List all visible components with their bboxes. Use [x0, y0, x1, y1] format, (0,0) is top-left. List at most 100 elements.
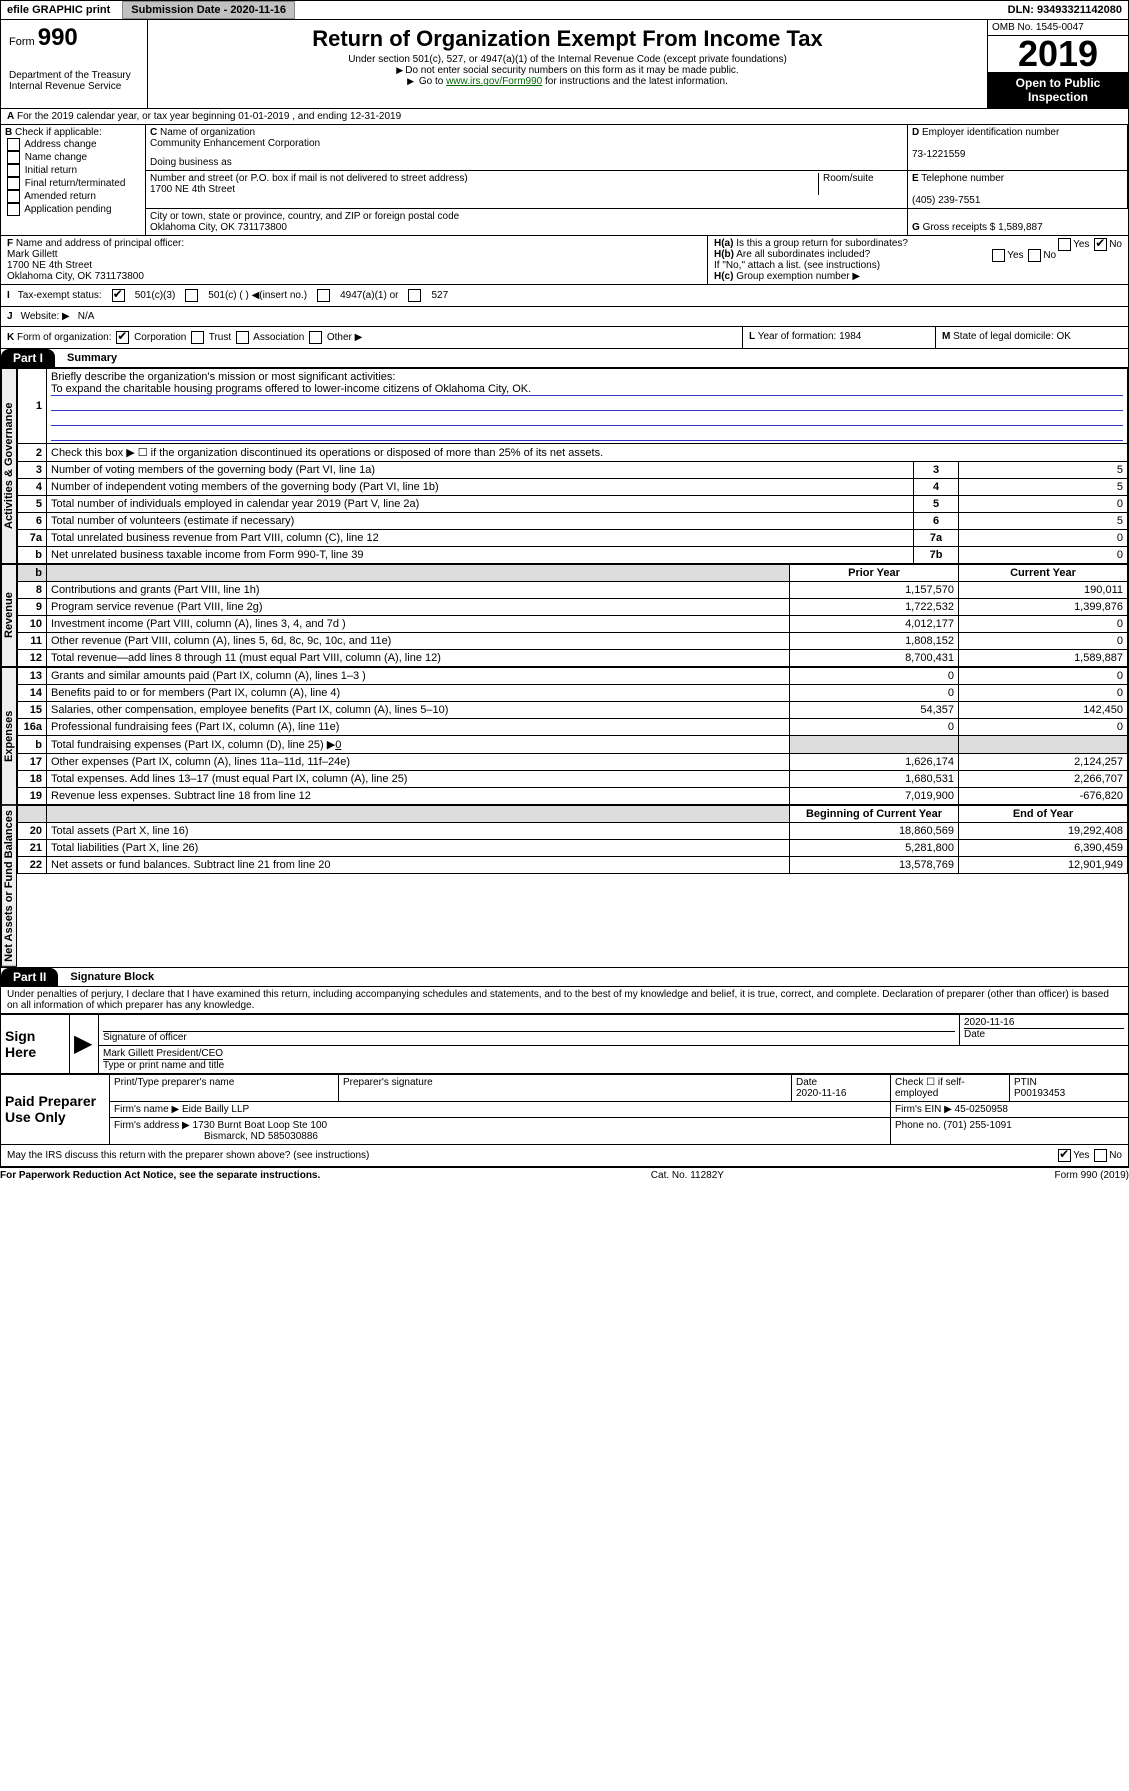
discuss-row: May the IRS discuss this return with the…: [0, 1145, 1129, 1167]
dln-label: DLN: 93493321142080: [1002, 2, 1128, 18]
d-label: Employer identification number: [922, 127, 1059, 138]
footer-cat: Cat. No. 11282Y: [651, 1170, 724, 1181]
goto-post: for instructions and the latest informat…: [545, 76, 728, 87]
chk-501c3[interactable]: [112, 289, 125, 302]
hc-label: Group exemption number ▶: [736, 271, 860, 282]
line-j-website: J Website: ▶ N/A: [0, 307, 1129, 327]
footer-left: For Paperwork Reduction Act Notice, see …: [0, 1170, 320, 1181]
phone-value: (405) 239-7551: [912, 195, 980, 206]
firm-addr1: 1730 Burnt Boat Loop Ste 100: [193, 1120, 328, 1131]
name-label: Type or print name and title: [103, 1060, 224, 1071]
firm-ein: 45-0250958: [955, 1104, 1008, 1115]
part1-title: Summary: [55, 352, 117, 364]
footer-form: Form 990 (2019): [1055, 1170, 1129, 1181]
perjury-text: Under penalties of perjury, I declare th…: [0, 987, 1129, 1014]
c-name-label: Name of organization: [160, 127, 255, 138]
street-label: Number and street (or P.O. box if mail i…: [150, 173, 468, 184]
subtitle-3: Go to www.irs.gov/Form990 for instructio…: [152, 76, 983, 87]
subtitle-2: Do not enter social security numbers on …: [152, 65, 983, 76]
side-netassets: Net Assets or Fund Balances: [1, 805, 17, 967]
section-fh: F Name and address of principal officer:…: [0, 236, 1129, 285]
org-name: Community Enhancement Corporation: [150, 138, 320, 149]
val-7a: 0: [959, 530, 1128, 547]
website-value: N/A: [78, 311, 95, 322]
sign-arrow-icon: ▶: [70, 1014, 99, 1073]
line-klm: K Form of organization: Corporation Trus…: [0, 327, 1129, 349]
chk-527[interactable]: [408, 289, 421, 302]
e-label: Telephone number: [921, 173, 1004, 184]
form990-link[interactable]: www.irs.gov/Form990: [446, 76, 542, 87]
chk-corporation[interactable]: [116, 331, 129, 344]
ha-label: Is this a group return for subordinates?: [736, 238, 908, 249]
sig-officer-label: Signature of officer: [103, 1032, 187, 1043]
f-label: Name and address of principal officer:: [16, 238, 184, 249]
chk-trust[interactable]: [191, 331, 204, 344]
open-to-public: Open to Public Inspection: [988, 72, 1128, 108]
form-number: 990: [38, 24, 78, 51]
chk-initial-return[interactable]: Initial return: [5, 164, 141, 177]
paid-preparer-label: Paid Preparer Use Only: [1, 1074, 110, 1144]
ein-value: 73-1221559: [912, 149, 965, 160]
street-value: 1700 NE 4th Street: [150, 184, 235, 195]
l1-label: Briefly describe the organization's miss…: [51, 371, 395, 383]
discuss-no[interactable]: [1094, 1149, 1107, 1162]
val-5: 0: [959, 496, 1128, 513]
side-revenue: Revenue: [1, 564, 17, 667]
dba-label: Doing business as: [150, 157, 903, 168]
tax-year: 2019: [988, 36, 1128, 72]
side-expenses: Expenses: [1, 667, 17, 805]
form-title: Return of Organization Exempt From Incom…: [152, 26, 983, 52]
l2-text: Check this box ▶ ☐ if the organization d…: [47, 444, 1128, 462]
line-a-taxyear: A For the 2019 calendar year, or tax yea…: [0, 109, 1129, 125]
firm-phone: (701) 255-1091: [943, 1120, 1011, 1131]
l8-current: 190,011: [959, 582, 1128, 599]
side-activities: Activities & Governance: [1, 368, 17, 564]
sig-date: 2020-11-16: [964, 1017, 1014, 1028]
officer-name: Mark Gillett: [7, 249, 58, 260]
form-header: Form 990 Department of the Treasury Inte…: [0, 20, 1129, 109]
section-bcdeg: B Check if applicable: Address change Na…: [0, 125, 1129, 236]
part1-header: Part I: [1, 349, 55, 367]
ptin: P00193453: [1014, 1088, 1065, 1099]
officer-printed-name: Mark Gillett President/CEO: [103, 1048, 223, 1060]
line-i-tax-exempt: I Tax-exempt status: 501(c)(3) 501(c) ( …: [0, 285, 1129, 307]
hb-note: If "No," attach a list. (see instruction…: [714, 260, 880, 271]
b-label: Check if applicable:: [15, 127, 102, 138]
year-formation: 1984: [839, 331, 861, 342]
firm-name: Eide Bailly LLP: [182, 1104, 249, 1115]
efile-label: efile GRAPHIC print: [1, 2, 116, 18]
chk-association[interactable]: [236, 331, 249, 344]
l8-prior: 1,157,570: [790, 582, 959, 599]
state-domicile: OK: [1057, 331, 1071, 342]
hb-label: Are all subordinates included?: [736, 249, 870, 260]
val-7b: 0: [959, 547, 1128, 564]
footer: For Paperwork Reduction Act Notice, see …: [0, 1167, 1129, 1183]
chk-other[interactable]: [309, 331, 322, 344]
submission-date-button[interactable]: Submission Date - 2020-11-16: [122, 1, 295, 19]
chk-name-change[interactable]: Name change: [5, 151, 141, 164]
part2-header: Part II: [1, 968, 58, 986]
chk-4947[interactable]: [317, 289, 330, 302]
val-3: 5: [959, 462, 1128, 479]
val-6: 5: [959, 513, 1128, 530]
chk-address-change[interactable]: Address change: [5, 138, 141, 151]
room-suite-label: Room/suite: [818, 173, 903, 195]
subtitle-1: Under section 501(c), 527, or 4947(a)(1)…: [152, 54, 983, 65]
form-word: Form: [9, 36, 35, 48]
chk-final-return[interactable]: Final return/terminated: [5, 177, 141, 190]
sign-here-label: Sign Here: [1, 1014, 70, 1073]
g-label: Gross receipts $: [923, 222, 996, 233]
paid-preparer-table: Paid Preparer Use Only Print/Type prepar…: [0, 1074, 1129, 1145]
officer-addr2: Oklahoma City, OK 731173800: [7, 271, 144, 282]
sign-here-table: Sign Here ▶ Signature of officer 2020-11…: [0, 1014, 1129, 1074]
date-label: Date: [964, 1028, 1124, 1040]
city-value: Oklahoma City, OK 731173800: [150, 222, 287, 233]
firm-addr2: Bismarck, ND 585030886: [204, 1131, 318, 1142]
chk-amended[interactable]: Amended return: [5, 190, 141, 203]
discuss-yes[interactable]: [1058, 1149, 1071, 1162]
goto-pre: Go to: [419, 76, 446, 87]
part2-title: Signature Block: [58, 971, 154, 983]
chk-501c[interactable]: [185, 289, 198, 302]
chk-application-pending[interactable]: Application pending: [5, 203, 141, 216]
irs-label: Internal Revenue Service: [9, 81, 139, 92]
